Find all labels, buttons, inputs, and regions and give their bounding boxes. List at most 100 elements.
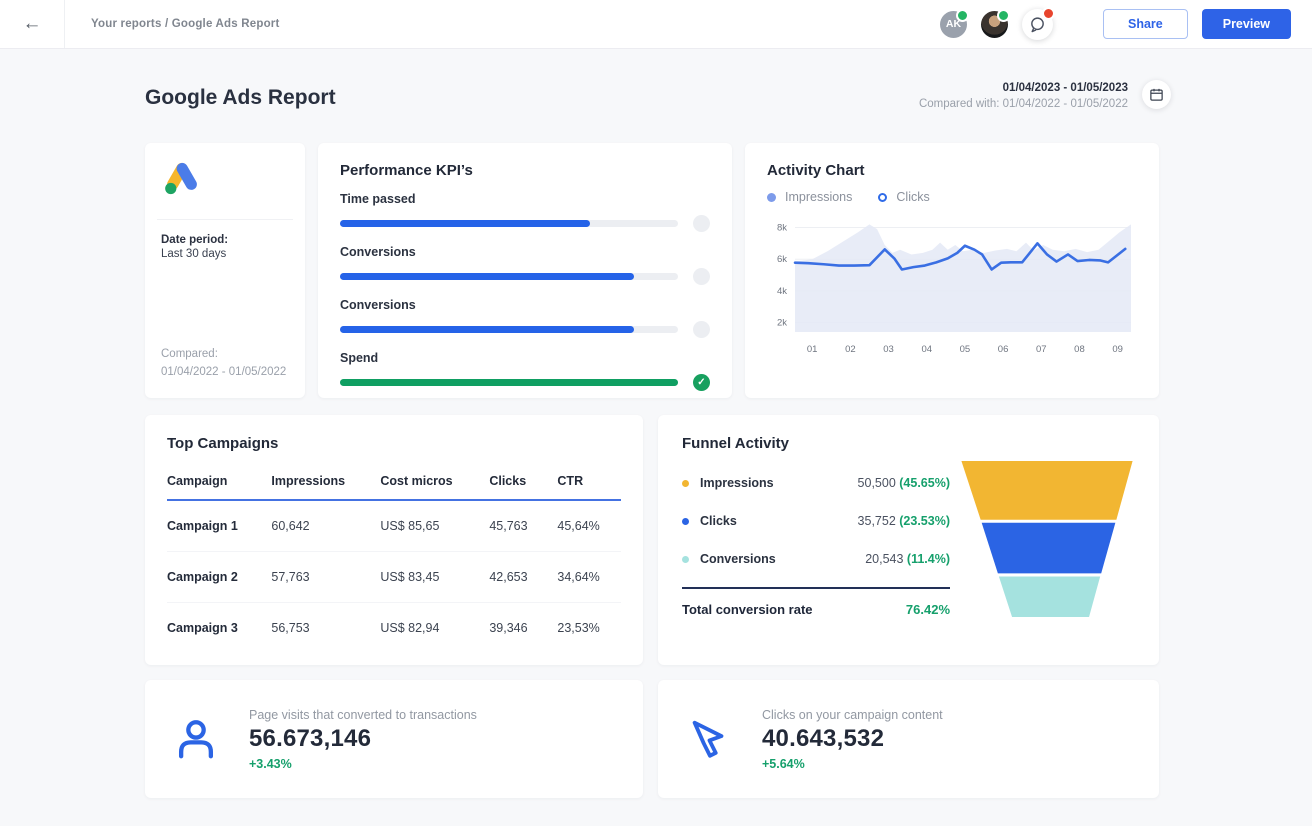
table-row: Campaign 1 60,642 US$ 85,65 45,763 45,64… <box>167 500 621 552</box>
impressions-dot-icon <box>767 192 776 202</box>
cell-clicks: 42,653 <box>489 551 558 603</box>
funnel-row-conversions: Conversions 20,543 (11.4%) <box>682 552 950 566</box>
cell-clicks: 45,763 <box>489 500 558 552</box>
col-campaign[interactable]: Campaign <box>167 464 272 501</box>
svg-text:4k: 4k <box>777 286 787 297</box>
kpi-label: Conversions <box>340 298 416 312</box>
activity-line-chart: 8k 6k 4k 2k 01 02 03 04 05 06 07 08 09 <box>777 223 1131 355</box>
funnel-value: 20,543 (11.4%) <box>865 552 950 566</box>
svg-text:09: 09 <box>1112 344 1123 355</box>
preview-button[interactable]: Preview <box>1201 9 1291 39</box>
funnel-label: Clicks <box>700 514 737 528</box>
notification-dot <box>1041 6 1055 20</box>
date-period-label: Date period: <box>161 234 229 246</box>
kpi-row: Conversions <box>340 245 710 285</box>
calendar-button[interactable] <box>1142 80 1171 109</box>
stat-delta: +3.43% <box>249 756 292 771</box>
svg-text:04: 04 <box>921 344 932 355</box>
performance-kpi-card: Performance KPI’s Time passed Conversion… <box>318 143 732 398</box>
impressions-dot-icon <box>682 479 689 487</box>
col-ctr[interactable]: CTR <box>557 464 621 501</box>
cell-campaign: Campaign 1 <box>167 500 272 552</box>
avatar-collaborator[interactable]: AK <box>939 8 969 38</box>
cell-ctr: 45,64% <box>557 500 621 552</box>
table-row: Campaign 2 57,763 US$ 83,45 42,653 34,64… <box>167 551 621 603</box>
kpi-status-icon <box>693 321 710 338</box>
kpi-row: Spend ✓ <box>340 351 710 391</box>
top-campaigns-card: Top Campaigns Campaign Impressions Cost … <box>145 415 643 665</box>
activity-chart-card: Activity Chart Impressions Clicks 8k 6k 4k… <box>745 143 1159 398</box>
funnel-label: Conversions <box>700 552 776 566</box>
date-range: 01/04/2023 - 01/05/2023 <box>1002 82 1128 94</box>
comments-button[interactable] <box>1021 6 1055 40</box>
table-row: Campaign 3 56,753 US$ 82,94 39,346 23,53… <box>167 603 621 654</box>
funnel-percent: (45.65%) <box>899 476 950 490</box>
funnel-row-clicks: Clicks 35,752 (23.53%) <box>682 514 950 528</box>
date-range-block[interactable]: 01/04/2023 - 01/05/2023 Compared with: 0… <box>919 82 1128 110</box>
cell-ctr: 34,64% <box>557 551 621 603</box>
funnel-label: Impressions <box>700 476 774 490</box>
svg-text:08: 08 <box>1074 344 1085 355</box>
cell-clicks: 39,346 <box>489 621 528 635</box>
campaigns-table: Campaign Impressions Cost micros Clicks … <box>167 464 621 653</box>
back-button[interactable]: ← <box>0 0 64 48</box>
total-conversion-value: 76.42% <box>905 602 950 617</box>
avatar-user-photo[interactable] <box>980 8 1010 38</box>
cell-ctr: 23,53% <box>557 621 600 635</box>
cell-cost: US$ 85,65 <box>380 500 490 552</box>
legend-label: Clicks <box>896 190 930 204</box>
stat-text-block: Page visits that converted to transactio… <box>249 708 477 771</box>
kpi-label: Time passed <box>340 192 416 206</box>
legend-item-impressions[interactable]: Impressions <box>767 190 852 204</box>
funnel-percent: (23.53%) <box>899 514 950 528</box>
kpi-label: Conversions <box>340 245 416 259</box>
stat-value: 40.643,532 <box>762 724 885 752</box>
kpi-row: Conversions <box>340 298 710 338</box>
kpi-label: Spend <box>340 351 379 365</box>
cell-cost: US$ 82,94 <box>380 621 440 635</box>
cell-impressions: 56,753 <box>271 621 310 635</box>
svg-text:6k: 6k <box>777 254 787 265</box>
kpi-status-icon <box>693 215 710 232</box>
chart-legend: Impressions Clicks <box>767 190 1137 204</box>
clicks-ring-icon <box>878 192 888 202</box>
col-cost-micros[interactable]: Cost micros <box>380 464 490 501</box>
progress-bar <box>340 220 678 227</box>
legend-item-clicks[interactable]: Clicks <box>878 190 930 204</box>
share-button[interactable]: Share <box>1102 9 1188 39</box>
page-title: Google Ads Report <box>145 86 336 109</box>
back-arrow-icon: ← <box>22 13 42 34</box>
source-compared-block: Compared: 01/04/2022 - 01/05/2022 <box>161 346 286 382</box>
chat-bubble-icon <box>1031 16 1044 32</box>
calendar-icon <box>1150 88 1163 101</box>
kpi-status-icon <box>693 268 710 285</box>
kpi-status-icon: ✓ <box>693 374 710 391</box>
funnel-value: 50,500 (45.65%) <box>857 476 950 490</box>
cell-campaign: Campaign 2 <box>167 551 272 603</box>
compared-value: 01/04/2022 - 01/05/2022 <box>161 366 287 379</box>
page-visits-stat-card: Page visits that converted to transactio… <box>145 680 643 798</box>
stat-delta: +5.64% <box>762 756 805 771</box>
cell-cost: US$ 83,45 <box>380 551 490 603</box>
google-ads-logo-icon <box>165 162 197 195</box>
col-impressions[interactable]: Impressions <box>271 464 381 501</box>
progress-bar <box>340 326 678 333</box>
svg-text:2k: 2k <box>777 318 787 329</box>
compared-label: Compared: <box>161 348 218 361</box>
funnel-row-impressions: Impressions 50,500 (45.65%) <box>682 476 950 490</box>
cell-impressions: 60,642 <box>271 500 381 552</box>
progress-bar <box>340 273 678 280</box>
kpi-card-title: Performance KPI’s <box>340 162 473 179</box>
kpi-row: Time passed <box>340 192 710 232</box>
table-header-row: Campaign Impressions Cost micros Clicks … <box>167 464 621 501</box>
svg-text:06: 06 <box>998 344 1009 355</box>
stat-text-block: Clicks on your campaign content 40.643,5… <box>762 708 943 771</box>
clicks-dot-icon <box>682 517 689 525</box>
person-icon <box>173 716 219 762</box>
col-clicks[interactable]: Clicks <box>489 464 558 501</box>
online-status-dot <box>996 8 1010 22</box>
funnel-activity-card: Funnel Activity Impressions 50,500 (45.6… <box>658 415 1159 665</box>
date-period-value: Last 30 days <box>161 248 227 260</box>
source-card: Date period: Last 30 days Compared: 01/0… <box>145 143 305 398</box>
